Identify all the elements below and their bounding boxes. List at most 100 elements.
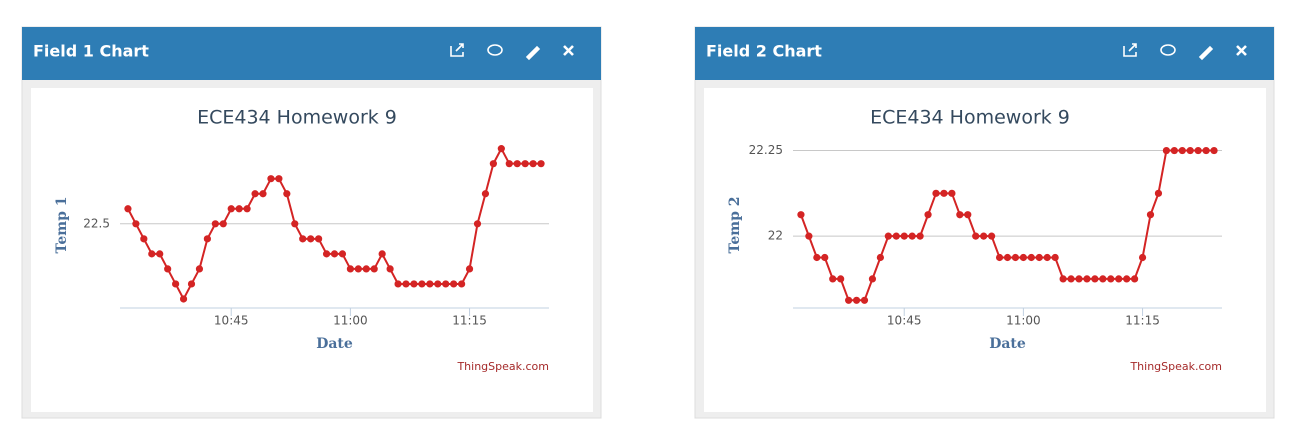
data-point [330, 250, 339, 258]
y-axis-label: Temp 1 [54, 197, 70, 254]
data-point [322, 250, 331, 258]
data-point [243, 205, 251, 213]
header-icons [1123, 43, 1247, 61]
data-point [1170, 146, 1178, 155]
data-point [362, 265, 370, 273]
data-point [805, 232, 813, 240]
data-point [940, 189, 948, 197]
data-point [1107, 275, 1115, 283]
data-point [275, 175, 283, 183]
x-tick-label: 11:15 [1125, 314, 1160, 328]
data-point [1099, 275, 1107, 283]
data-point [916, 232, 924, 240]
data-point [187, 280, 196, 288]
chart-card [704, 88, 1266, 412]
data-point [956, 211, 964, 219]
close-icon[interactable] [563, 45, 574, 56]
data-point [1091, 275, 1099, 283]
data-point [860, 296, 869, 304]
data-point [497, 145, 505, 153]
data-point [995, 253, 1004, 262]
data-point [1011, 253, 1020, 262]
data-point [1067, 275, 1075, 283]
x-axis-label: Date [989, 336, 1026, 352]
x-tick-label: 11:00 [1006, 314, 1041, 328]
data-point [211, 220, 219, 228]
data-point [1178, 146, 1186, 155]
data-point [283, 190, 291, 198]
data-point [837, 275, 845, 283]
data-point [529, 160, 537, 168]
data-point [845, 296, 853, 304]
data-point [1146, 211, 1155, 219]
x-tick-label: 11:00 [333, 314, 368, 328]
edit-icon[interactable] [525, 45, 541, 61]
x-tick-label: 10:45 [887, 314, 922, 328]
comment-icon[interactable] [1160, 44, 1176, 56]
data-point [267, 175, 275, 183]
data-point [442, 280, 450, 288]
x-axis-label: Date [316, 336, 353, 352]
data-point [172, 280, 180, 288]
data-point [378, 250, 386, 258]
data-point [1035, 253, 1043, 262]
credit: ThingSpeak.com [1129, 360, 1222, 373]
comment-icon[interactable] [487, 44, 503, 56]
data-point [315, 235, 323, 243]
data-point [1043, 253, 1051, 262]
chart-card [31, 88, 593, 412]
data-point [513, 160, 521, 168]
data-point [537, 160, 545, 168]
close-icon[interactable] [1236, 45, 1247, 56]
data-point [346, 265, 354, 273]
data-point [505, 160, 513, 168]
data-point [227, 205, 235, 213]
data-point [299, 235, 307, 243]
header-icons [450, 43, 574, 61]
chart-title: ECE434 Homework 9 [197, 107, 397, 129]
data-point [307, 235, 315, 243]
data-point [370, 265, 378, 273]
data-point [988, 232, 996, 240]
x-tick-label: 10:45 [214, 314, 249, 328]
data-point [821, 253, 829, 262]
data-point [132, 220, 140, 228]
data-point [876, 253, 884, 262]
data-point [450, 280, 458, 288]
data-point [1051, 253, 1059, 262]
open-icon[interactable] [1123, 43, 1137, 57]
data-point [852, 296, 861, 304]
data-point [489, 160, 497, 168]
data-point [291, 220, 299, 228]
data-point [481, 190, 490, 198]
data-point [418, 280, 426, 288]
y-tick-label: 22.25 [749, 143, 783, 157]
data-point [1138, 253, 1147, 262]
data-point [1115, 275, 1123, 283]
data-point [900, 232, 908, 240]
data-point [465, 265, 474, 273]
data-point [251, 190, 259, 198]
edit-icon[interactable] [1198, 45, 1214, 61]
data-point [338, 250, 347, 258]
data-point [1083, 275, 1091, 283]
data-point [868, 275, 877, 283]
data-point [1162, 146, 1170, 155]
data-point [884, 232, 892, 240]
data-point [797, 211, 805, 219]
data-point [410, 280, 418, 288]
data-point [980, 232, 988, 240]
data-point [473, 220, 482, 228]
data-point [164, 265, 172, 273]
panel-title: Field 1 Chart [33, 42, 149, 61]
data-point [1003, 253, 1012, 262]
data-point [964, 211, 972, 219]
data-point [148, 250, 156, 258]
open-icon[interactable] [450, 43, 464, 57]
data-point [813, 253, 821, 262]
data-point [394, 280, 402, 288]
data-point [156, 250, 164, 258]
data-point [386, 265, 394, 273]
credit: ThingSpeak.com [456, 360, 549, 373]
